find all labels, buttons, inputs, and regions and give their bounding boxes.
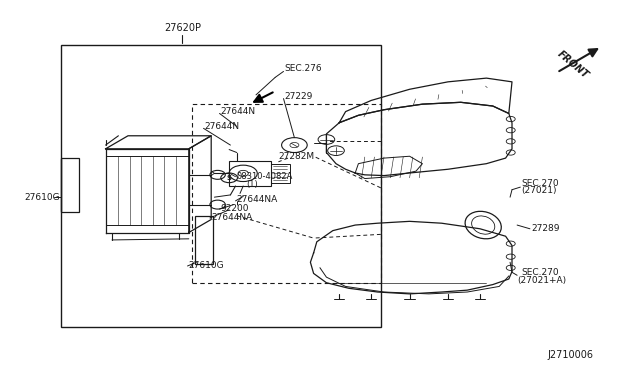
Text: S: S: [227, 175, 232, 181]
Text: 27644NA: 27644NA: [237, 195, 278, 204]
Text: (27021+A): (27021+A): [517, 276, 566, 285]
Text: 27644N: 27644N: [205, 122, 240, 131]
Bar: [229, 161, 271, 186]
Bar: [61, 45, 381, 327]
Text: 27644N: 27644N: [221, 107, 256, 116]
Text: 92200: 92200: [221, 204, 250, 213]
Text: 27644NA: 27644NA: [211, 213, 252, 222]
Text: 27610G: 27610G: [189, 262, 225, 270]
Text: SEC.276: SEC.276: [285, 64, 323, 73]
Text: 27610G: 27610G: [24, 193, 60, 202]
Text: 27282M: 27282M: [278, 153, 314, 161]
Text: 08310-4082A: 08310-4082A: [237, 172, 293, 181]
Text: SEC.270: SEC.270: [522, 268, 559, 277]
Text: 27229: 27229: [285, 92, 313, 101]
Bar: [271, 164, 290, 183]
Text: 27289: 27289: [531, 224, 560, 233]
Text: J2710006: J2710006: [547, 350, 593, 360]
Text: FRONT: FRONT: [556, 49, 590, 81]
Text: (1): (1): [246, 180, 258, 189]
Bar: [192, 104, 381, 283]
Bar: [61, 158, 79, 212]
Text: SEC.270: SEC.270: [522, 179, 559, 187]
Bar: [195, 216, 213, 264]
Text: 27620P: 27620P: [164, 23, 201, 33]
Text: (27021): (27021): [522, 186, 557, 195]
